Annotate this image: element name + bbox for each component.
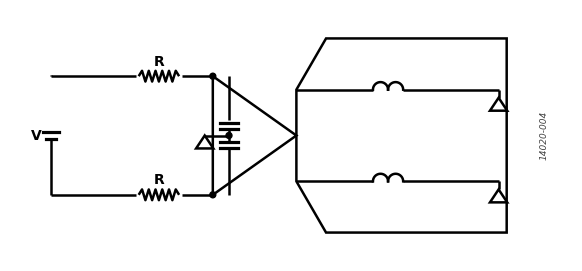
Text: 14020-004: 14020-004 xyxy=(540,111,549,160)
Circle shape xyxy=(210,73,216,79)
Text: R: R xyxy=(154,55,164,69)
Circle shape xyxy=(210,192,216,198)
Circle shape xyxy=(226,133,232,138)
Text: V: V xyxy=(31,128,41,143)
Text: R: R xyxy=(154,173,164,187)
